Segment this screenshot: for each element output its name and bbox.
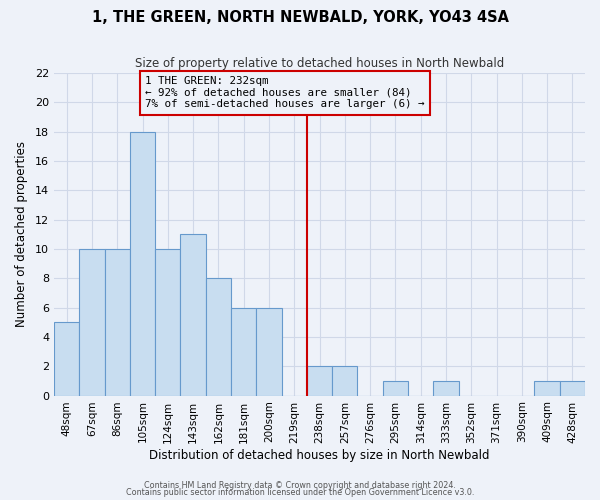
Bar bbox=[130, 132, 155, 396]
Text: 1 THE GREEN: 232sqm
← 92% of detached houses are smaller (84)
7% of semi-detache: 1 THE GREEN: 232sqm ← 92% of detached ho… bbox=[145, 76, 425, 109]
Text: Contains HM Land Registry data © Crown copyright and database right 2024.: Contains HM Land Registry data © Crown c… bbox=[144, 480, 456, 490]
Bar bbox=[104, 249, 130, 396]
X-axis label: Distribution of detached houses by size in North Newbald: Distribution of detached houses by size … bbox=[149, 450, 490, 462]
Title: Size of property relative to detached houses in North Newbald: Size of property relative to detached ho… bbox=[135, 58, 504, 70]
Text: 1, THE GREEN, NORTH NEWBALD, YORK, YO43 4SA: 1, THE GREEN, NORTH NEWBALD, YORK, YO43 … bbox=[91, 10, 509, 25]
Bar bbox=[256, 308, 281, 396]
Bar bbox=[231, 308, 256, 396]
Y-axis label: Number of detached properties: Number of detached properties bbox=[15, 142, 28, 328]
Bar bbox=[560, 381, 585, 396]
Bar bbox=[79, 249, 104, 396]
Bar bbox=[383, 381, 408, 396]
Bar bbox=[54, 322, 79, 396]
Text: Contains public sector information licensed under the Open Government Licence v3: Contains public sector information licen… bbox=[126, 488, 474, 497]
Bar bbox=[307, 366, 332, 396]
Bar bbox=[535, 381, 560, 396]
Bar bbox=[181, 234, 206, 396]
Bar bbox=[332, 366, 358, 396]
Bar bbox=[155, 249, 181, 396]
Bar bbox=[433, 381, 458, 396]
Bar bbox=[206, 278, 231, 396]
